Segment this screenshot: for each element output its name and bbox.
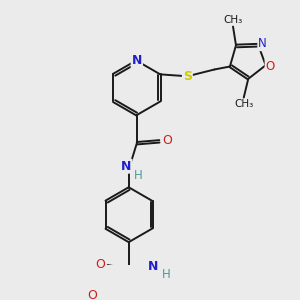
Text: O: O xyxy=(95,258,105,271)
Text: N: N xyxy=(121,160,131,173)
Text: CH₃: CH₃ xyxy=(234,100,253,110)
Text: N: N xyxy=(258,37,267,50)
Text: O: O xyxy=(163,134,172,147)
Text: N: N xyxy=(132,54,142,67)
Text: N: N xyxy=(148,260,158,273)
Text: O: O xyxy=(266,59,275,73)
Text: O: O xyxy=(87,290,97,300)
Text: CH₃: CH₃ xyxy=(224,15,243,25)
Text: H: H xyxy=(134,169,143,182)
Text: H: H xyxy=(161,268,170,281)
Text: S: S xyxy=(183,70,192,83)
